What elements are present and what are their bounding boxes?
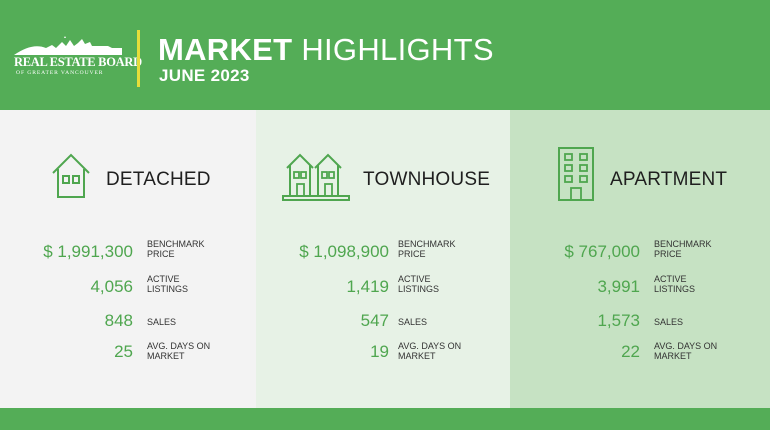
- townhouse-icon: [282, 153, 350, 201]
- sales-value: 1,573: [597, 311, 640, 330]
- active-listings-value: 4,056: [90, 277, 133, 296]
- avg-days-label: AVG. DAYS ON MARKET: [654, 341, 718, 361]
- apartment-icon: [558, 147, 594, 201]
- active-listings-value: 3,991: [597, 277, 640, 296]
- logo-text-sub: OF GREATER VANCOUVER: [16, 70, 104, 76]
- avg-days-value: 19: [370, 342, 389, 361]
- board-logo: REAL ESTATE BOARD OF GREATER VANCOUVER: [12, 36, 142, 80]
- benchmark-price-value: $ 1,098,900: [299, 242, 389, 261]
- panel-title-townhouse: TOWNHOUSE: [363, 169, 491, 190]
- house-icon: [52, 153, 90, 198]
- footer-bar: [0, 408, 770, 430]
- benchmark-price-label: BENCHMARK PRICE: [654, 239, 712, 259]
- panel-title-detached: DETACHED: [106, 169, 211, 190]
- avg-days-value: 22: [621, 342, 640, 361]
- sales-label: SALES: [147, 317, 177, 327]
- sales-label: SALES: [398, 317, 428, 327]
- active-listings-value: 1,419: [346, 277, 389, 296]
- panel-detached: DETACHED $ 1,991,300 BENCHMARK PRICE 4,0…: [0, 110, 256, 408]
- title-light: HIGHLIGHTS: [301, 32, 494, 67]
- panel-apartment: APARTMENT $ 767,000 BENCHMARK PRICE 3,99…: [510, 110, 770, 408]
- avg-days-label: AVG. DAYS ON MARKET: [398, 341, 462, 361]
- header-divider: [137, 30, 140, 87]
- header-banner: REAL ESTATE BOARD OF GREATER VANCOUVER M…: [0, 0, 770, 110]
- benchmark-price-label: BENCHMARK PRICE: [147, 239, 205, 259]
- sales-label: SALES: [654, 317, 684, 327]
- active-listings-label: ACTIVE LISTINGS: [398, 274, 440, 294]
- benchmark-price-label: BENCHMARK PRICE: [398, 239, 456, 259]
- logo-text-main: REAL ESTATE BOARD: [14, 55, 142, 69]
- avg-days-value: 25: [114, 342, 133, 361]
- panel-townhouse: TOWNHOUSE $ 1,098,900 BENCHMARK PRICE 1,…: [256, 110, 510, 408]
- page-title: MARKET HIGHLIGHTS: [158, 32, 494, 68]
- sales-value: 547: [360, 311, 389, 330]
- panel-title-apartment: APARTMENT: [610, 169, 728, 190]
- benchmark-price-value: $ 1,991,300: [43, 242, 133, 261]
- title-strong: MARKET: [158, 32, 293, 67]
- active-listings-label: ACTIVE LISTINGS: [147, 274, 189, 294]
- avg-days-label: AVG. DAYS ON MARKET: [147, 341, 211, 361]
- sales-value: 848: [104, 311, 133, 330]
- active-listings-label: ACTIVE LISTINGS: [654, 274, 696, 294]
- page-subtitle: JUNE 2023: [159, 66, 250, 85]
- benchmark-price-value: $ 767,000: [564, 242, 640, 261]
- skyline-logo-icon: [14, 36, 122, 55]
